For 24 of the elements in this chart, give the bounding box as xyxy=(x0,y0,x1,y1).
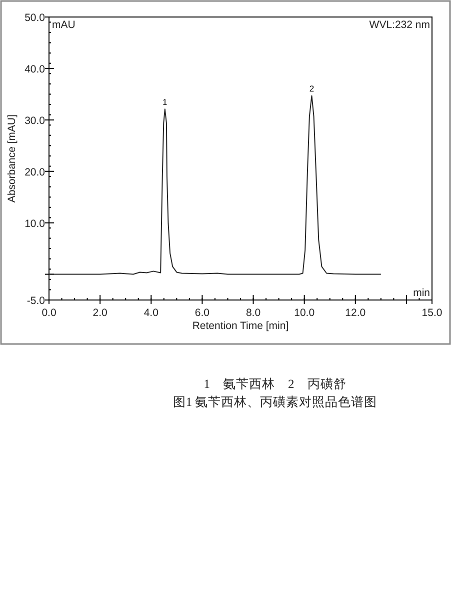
x-tick-label: 15.0 xyxy=(422,307,442,319)
annotation: min xyxy=(413,287,430,299)
x-tick-label: 2.0 xyxy=(92,307,108,319)
caption: 图1 氨苄西林、丙磺素对照品色谱图 xyxy=(172,395,378,409)
x-axis-title: Retention Time [min] xyxy=(192,320,289,332)
annotation: WVL:232 nm xyxy=(369,19,430,31)
text: 1 氨苄西林 2 丙磺舒 xyxy=(204,377,346,391)
y-tick-label: 20.0 xyxy=(24,166,46,178)
annotation: mAU xyxy=(52,19,76,31)
y-tick-label: 10.0 xyxy=(24,218,46,230)
x-tick-label: 0.0 xyxy=(42,307,56,319)
line-series xyxy=(48,95,382,275)
x-tick-label: 8.0 xyxy=(246,307,261,319)
x-tick-label: 4.0 xyxy=(144,307,159,319)
annotation: 1 xyxy=(162,97,168,108)
y-tick-label: 50.0 xyxy=(24,12,46,24)
annotation: 2 xyxy=(309,84,314,94)
x-tick-label: 12.0 xyxy=(345,307,366,319)
y-tick-label: 30.0 xyxy=(24,114,46,127)
y-axis-title: Absorbance [mAU] xyxy=(6,114,18,203)
x-tick-label: 10.0 xyxy=(294,307,315,319)
y-tick-label: -5.0 xyxy=(26,295,46,307)
x-tick-label: 6.0 xyxy=(194,307,210,319)
y-tick-label: 40.0 xyxy=(24,63,46,76)
